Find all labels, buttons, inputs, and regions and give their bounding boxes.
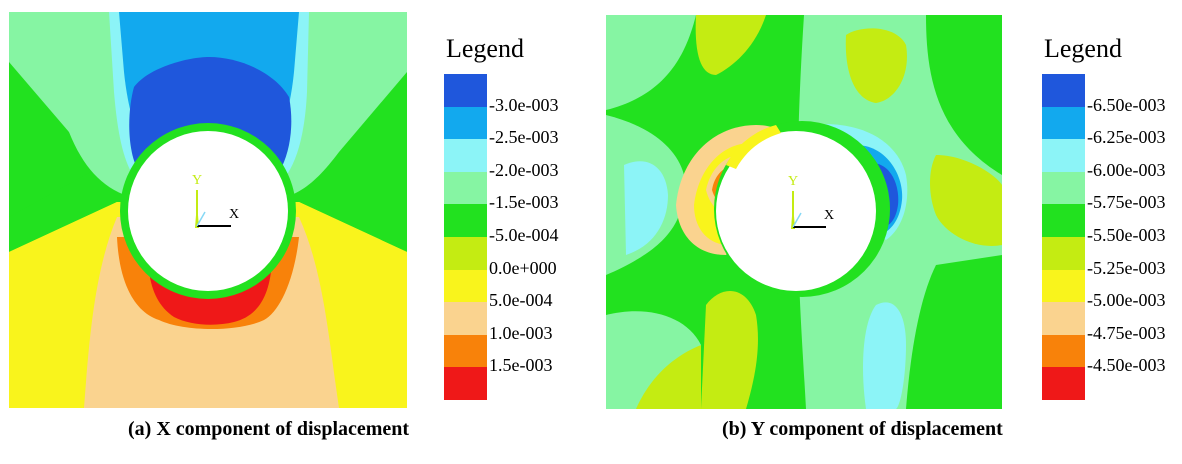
legend-swatch [444, 334, 487, 368]
axis-triad: Y X [192, 173, 239, 228]
legend-swatch [444, 269, 487, 303]
legend-label: 0.0e+000 [489, 257, 557, 278]
legend-swatch [1042, 139, 1085, 172]
legend-label: -5.50e-003 [1087, 225, 1166, 245]
legend-label: -6.25e-003 [1087, 127, 1166, 148]
axis-triad: Y X [788, 174, 834, 229]
legend-swatch [444, 139, 487, 172]
legend-swatch [444, 171, 487, 205]
legend-label: -5.0e-004 [489, 225, 559, 245]
legend-swatch [444, 106, 487, 140]
legend-swatch [444, 204, 487, 237]
legend-label: -4.75e-003 [1087, 322, 1166, 343]
legend-label: -4.50e-003 [1087, 355, 1166, 376]
legend-title: Legend [446, 34, 524, 63]
legend-swatch [1042, 367, 1085, 400]
axis-label-x: X [824, 208, 834, 223]
axis-label-y: Y [788, 174, 798, 189]
contour-plot-x: Y X [9, 12, 407, 408]
legend-swatch [444, 236, 487, 270]
legend-swatch [1042, 74, 1085, 107]
legend-swatch [1042, 269, 1085, 303]
legend-label: 1.0e-003 [489, 322, 553, 343]
legend-label: -3.0e-003 [489, 94, 559, 115]
legend-label: -6.00e-003 [1087, 159, 1166, 180]
legend-label: -5.00e-003 [1087, 290, 1166, 311]
legend-label: 1.5e-003 [489, 355, 553, 376]
legend-swatch [1042, 236, 1085, 270]
legend-colorbar [1042, 74, 1085, 400]
legend-swatch [444, 367, 487, 400]
legend-label: -5.75e-003 [1087, 192, 1166, 213]
legend-swatch [1042, 204, 1085, 237]
legend-swatch [444, 74, 487, 107]
legend-swatch [1042, 334, 1085, 368]
axis-label-x: X [229, 207, 239, 222]
legend-swatch [1042, 106, 1085, 140]
legend-label: -1.5e-003 [489, 192, 559, 213]
legend-label: 5.0e-004 [489, 290, 553, 311]
legend-swatch [444, 302, 487, 335]
legend-swatch [1042, 302, 1085, 335]
legend-swatch [1042, 171, 1085, 205]
caption: (b) Y component of displacement [722, 418, 1003, 440]
legend-title: Legend [1044, 34, 1122, 63]
legend-label: -6.50e-003 [1087, 94, 1166, 115]
legend-label: -5.25e-003 [1087, 257, 1166, 278]
contour-plot-y: Y X [606, 15, 1002, 409]
legend-label: -2.0e-003 [489, 159, 559, 180]
axis-label-y: Y [192, 173, 202, 188]
legend-colorbar [444, 74, 487, 400]
legend-label: -2.5e-003 [489, 127, 559, 148]
caption: (a) X component of displacement [128, 418, 410, 440]
